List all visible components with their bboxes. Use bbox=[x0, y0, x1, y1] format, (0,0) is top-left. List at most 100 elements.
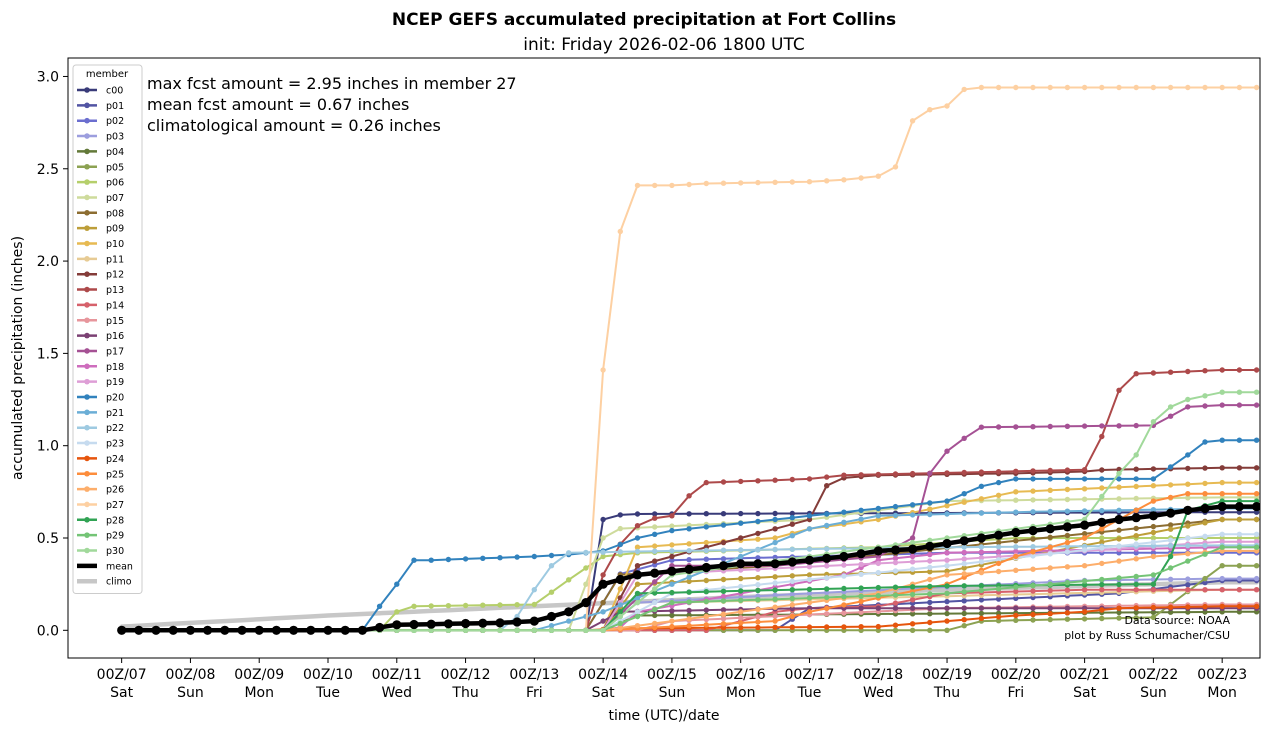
point-p10 bbox=[1064, 486, 1071, 493]
point-p16 bbox=[995, 605, 1002, 611]
point-p23 bbox=[1236, 531, 1243, 537]
point-p07 bbox=[600, 535, 606, 541]
point-p25 bbox=[1236, 491, 1243, 497]
point-p27 bbox=[669, 182, 675, 189]
point-c00 bbox=[789, 510, 795, 517]
point-p03 bbox=[789, 591, 795, 597]
point-p07 bbox=[1185, 495, 1191, 501]
point-p27 bbox=[961, 86, 967, 93]
point-mean bbox=[856, 549, 866, 559]
legend-label: p29 bbox=[106, 531, 124, 542]
point-p20 bbox=[1219, 437, 1225, 443]
point-p26 bbox=[806, 599, 813, 606]
point-p24 bbox=[927, 619, 933, 626]
point-p24 bbox=[1219, 603, 1225, 609]
legend-swatch-marker bbox=[84, 409, 90, 416]
point-p29 bbox=[1081, 578, 1088, 584]
point-p21 bbox=[841, 519, 847, 525]
point-p17 bbox=[944, 448, 950, 454]
point-p22 bbox=[652, 548, 658, 554]
credit-note: plot by Russ Schumacher/CSU bbox=[1064, 629, 1230, 642]
point-p17 bbox=[1253, 402, 1260, 408]
point-p22 bbox=[995, 544, 1002, 550]
point-p29 bbox=[961, 589, 967, 595]
legend-entry-p07: p07 bbox=[77, 193, 124, 204]
point-p25 bbox=[1133, 507, 1139, 513]
legend-entry-p21: p21 bbox=[77, 408, 124, 419]
point-p20 bbox=[1253, 437, 1260, 443]
legend-swatch-marker bbox=[84, 378, 90, 385]
point-p25 bbox=[720, 621, 727, 627]
point-mean bbox=[461, 618, 471, 629]
point-p18 bbox=[978, 549, 985, 555]
x-tick-label: 00Z/21 bbox=[1060, 667, 1110, 683]
point-p03 bbox=[1167, 576, 1174, 582]
point-p19 bbox=[1219, 539, 1225, 545]
point-p22 bbox=[789, 546, 795, 552]
point-mean bbox=[736, 559, 746, 569]
x-tick-label: 00Z/20 bbox=[991, 667, 1041, 683]
point-p07 bbox=[1236, 494, 1243, 501]
legend-label: p17 bbox=[106, 346, 124, 357]
legend-box bbox=[72, 64, 143, 595]
point-p27 bbox=[600, 367, 606, 373]
point-p12 bbox=[738, 535, 744, 541]
point-p14 bbox=[1150, 587, 1157, 593]
point-p10 bbox=[652, 543, 658, 549]
point-p20 bbox=[652, 531, 658, 537]
point-p17 bbox=[1099, 423, 1105, 429]
point-p19 bbox=[1236, 539, 1243, 545]
point-p26 bbox=[703, 613, 709, 620]
point-p02 bbox=[652, 562, 658, 568]
point-p15 bbox=[858, 609, 864, 615]
point-mean bbox=[598, 579, 608, 589]
point-p09 bbox=[944, 568, 950, 574]
point-p27 bbox=[1116, 84, 1122, 91]
point-p09 bbox=[738, 575, 744, 582]
point-mean bbox=[667, 566, 677, 576]
x-tick-label: 00Z/10 bbox=[303, 667, 353, 683]
point-p25 bbox=[772, 618, 778, 624]
point-p23 bbox=[1202, 533, 1208, 539]
point-p24 bbox=[720, 625, 727, 631]
point-p29 bbox=[875, 593, 881, 599]
point-p15 bbox=[841, 610, 847, 616]
y-tick-label: 1.0 bbox=[37, 439, 59, 455]
point-p18 bbox=[1013, 548, 1019, 555]
point-p20 bbox=[1099, 476, 1105, 482]
point-p10 bbox=[1167, 482, 1174, 488]
legend-title: member bbox=[86, 69, 129, 80]
point-p20 bbox=[824, 511, 830, 517]
point-p25 bbox=[841, 602, 847, 608]
point-p28 bbox=[944, 583, 950, 589]
point-p22 bbox=[531, 587, 537, 593]
point-p06 bbox=[462, 602, 469, 609]
point-p21 bbox=[944, 511, 950, 517]
point-p27 bbox=[1236, 84, 1243, 91]
point-mean bbox=[839, 551, 849, 562]
point-p13 bbox=[858, 472, 864, 478]
point-p28 bbox=[927, 583, 933, 590]
point-p02 bbox=[686, 557, 692, 563]
point-p28 bbox=[755, 587, 761, 594]
legend-entry-climo: climo bbox=[77, 577, 132, 588]
point-p21 bbox=[858, 516, 864, 522]
point-p26 bbox=[995, 568, 1002, 575]
point-p15 bbox=[824, 611, 830, 617]
point-p12 bbox=[1150, 466, 1157, 472]
point-p16 bbox=[978, 605, 985, 611]
point-p13 bbox=[1253, 367, 1260, 373]
point-p10 bbox=[703, 539, 709, 546]
point-p13 bbox=[1030, 468, 1036, 474]
legend-swatch-marker bbox=[84, 271, 90, 278]
point-p06 bbox=[1219, 535, 1225, 541]
point-p28 bbox=[738, 588, 744, 594]
legend-entry-p12: p12 bbox=[77, 270, 124, 281]
point-p22 bbox=[1013, 544, 1019, 550]
point-p15 bbox=[755, 614, 761, 620]
point-p06 bbox=[548, 589, 555, 595]
x-tick-day-label: Thu bbox=[451, 685, 478, 701]
point-p10 bbox=[1030, 488, 1036, 494]
point-p20 bbox=[909, 502, 916, 508]
point-p21 bbox=[738, 553, 744, 560]
